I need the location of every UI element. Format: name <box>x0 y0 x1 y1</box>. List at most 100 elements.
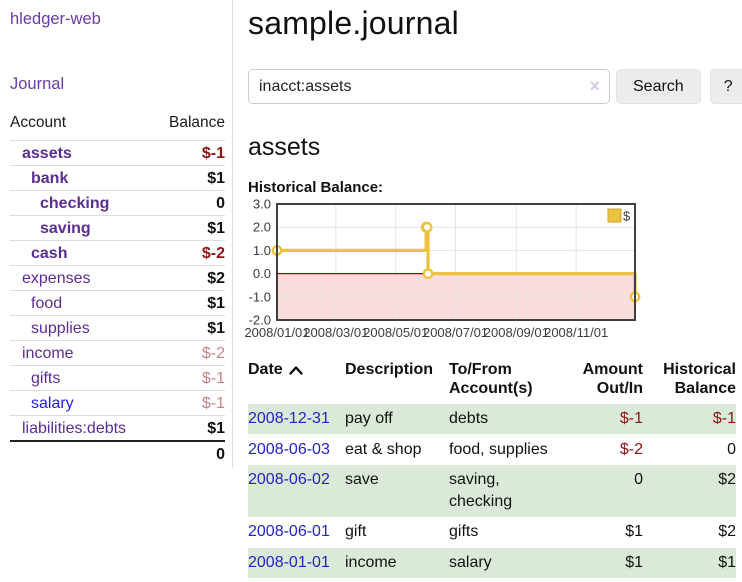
transaction-description: gift <box>345 523 367 541</box>
account-row: checking 0 <box>10 190 225 216</box>
register-table: Date Description To/From Account(s) Amou… <box>248 356 736 579</box>
account-row: income $-2 <box>10 340 225 366</box>
transaction-date-link[interactable]: 2008-01-01 <box>248 554 330 572</box>
transaction-balance: $-1 <box>712 410 736 428</box>
transaction-amount: $-2 <box>619 440 643 458</box>
register-header-accounts[interactable]: To/From Account(s) <box>449 361 533 398</box>
help-button[interactable]: ? <box>709 69 742 105</box>
account-link-assets[interactable]: assets <box>22 144 72 162</box>
sidebar: hledger-web Journal Account Balance asse… <box>0 0 233 468</box>
account-balance: $1 <box>155 290 225 316</box>
accounts-table: Account Balance assets $-1 bank $1 checking 0… <box>10 114 225 466</box>
account-row: cash $-2 <box>10 240 225 266</box>
account-balance: $-1 <box>155 140 225 166</box>
account-link-income[interactable]: income <box>22 344 74 362</box>
search-input[interactable] <box>248 69 610 105</box>
data-point-marker <box>421 221 433 233</box>
transaction-balance: $2 <box>718 471 736 489</box>
account-link-saving[interactable]: saving <box>40 219 91 237</box>
register-header-date[interactable]: Date <box>248 356 345 403</box>
sidebar-item-journal[interactable]: Journal <box>10 75 65 93</box>
transaction-accounts: salary <box>449 554 492 572</box>
account-balance: $-2 <box>155 240 225 266</box>
account-heading: assets <box>248 133 321 162</box>
transaction-accounts: food, supplies <box>449 440 548 458</box>
transaction-date-link[interactable]: 2008-06-03 <box>248 440 330 458</box>
account-row: liabilities:debts $1 <box>10 415 225 441</box>
search-form: × Search ? <box>248 69 742 105</box>
account-balance: $2 <box>155 265 225 291</box>
account-balance: $-1 <box>155 365 225 391</box>
transaction-row[interactable]: 2008-06-02 save saving, checking 0 $2 <box>248 464 736 517</box>
transaction-row[interactable]: 2008-01-01 income salary $1 $1 <box>248 547 736 579</box>
transaction-balance: $2 <box>718 523 736 541</box>
transaction-accounts: gifts <box>449 523 479 541</box>
search-button[interactable]: Search <box>616 69 701 105</box>
historical-balance-chart: $3.0 2.0 1.0 0.0 -1.0 -2.02008/01/012008/03/0… <box>244 197 641 340</box>
account-link-bank[interactable]: bank <box>31 169 69 187</box>
transaction-row[interactable]: 2008-06-03 eat & shop food, supplies $-2 0 <box>248 434 736 465</box>
transaction-description: income <box>345 554 397 572</box>
transaction-balance: 0 <box>727 440 736 458</box>
account-balance: $-2 <box>155 340 225 366</box>
register-header-balance[interactable]: Historical Balance <box>663 361 736 398</box>
clear-search-icon[interactable]: × <box>589 76 600 97</box>
y-tick-label: 3.0 <box>253 197 271 212</box>
y-tick-label: -1.0 <box>249 289 271 304</box>
transaction-date-link[interactable]: 2008-12-31 <box>248 410 330 428</box>
account-link-food[interactable]: food <box>31 294 63 312</box>
account-row: salary $-1 <box>10 390 225 416</box>
transaction-description: eat & shop <box>345 440 422 458</box>
account-balance: $1 <box>155 415 225 441</box>
account-row: assets $-1 <box>10 140 225 166</box>
accounts-total-balance: 0 <box>155 440 225 466</box>
account-balance: 0 <box>155 190 225 216</box>
transaction-amount: 0 <box>634 471 643 489</box>
transaction-description: pay off <box>345 410 393 428</box>
x-tick-label: 2008/03/01 <box>303 325 368 340</box>
register-header-description[interactable]: Description <box>345 361 434 379</box>
account-row: gifts $-1 <box>10 365 225 391</box>
account-link-supplies[interactable]: supplies <box>31 319 90 337</box>
y-tick-label: 0.0 <box>253 266 271 281</box>
accounts-total-row: 0 <box>10 440 225 466</box>
account-balance: $1 <box>155 165 225 191</box>
accounts-header-account: Account <box>10 114 67 131</box>
chart-heading: Historical Balance: <box>248 179 384 197</box>
account-link-gifts[interactable]: gifts <box>31 369 61 387</box>
page-title: sample.journal <box>248 5 459 41</box>
account-row: saving $1 <box>10 215 225 241</box>
transaction-accounts: debts <box>449 410 489 428</box>
account-link-salary[interactable]: salary <box>31 394 74 412</box>
transaction-accounts: saving, checking <box>449 471 513 510</box>
data-point-marker <box>422 268 434 280</box>
transaction-row[interactable]: 2008-12-31 pay off debts $-1 $-1 <box>248 403 736 435</box>
transaction-amount: $1 <box>625 523 643 541</box>
plot-border <box>276 203 636 322</box>
legend-label: $ <box>623 209 631 224</box>
account-link-liabilities-debts[interactable]: liabilities:debts <box>22 419 127 437</box>
legend-swatch <box>607 208 622 223</box>
app-brand-link[interactable]: hledger-web <box>10 10 101 28</box>
register-header-row: Date Description To/From Account(s) Amou… <box>248 356 736 403</box>
y-tick-label: -2.0 <box>249 313 271 328</box>
x-tick-label: 2008/05/01 <box>363 325 428 340</box>
account-row: supplies $1 <box>10 315 225 341</box>
search-box: × <box>248 69 610 105</box>
transaction-date-link[interactable]: 2008-06-02 <box>248 471 330 489</box>
transaction-amount: $-1 <box>619 410 643 428</box>
account-row: food $1 <box>10 290 225 316</box>
account-row: bank $1 <box>10 165 225 191</box>
transaction-date-link[interactable]: 2008-06-01 <box>248 523 330 541</box>
register-header-amount[interactable]: Amount Out/In <box>582 361 643 398</box>
account-link-cash[interactable]: cash <box>31 244 68 262</box>
x-tick-label: 2008/07/01 <box>423 325 488 340</box>
transaction-description: save <box>345 471 379 489</box>
accounts-header-balance: Balance <box>168 114 225 131</box>
transaction-row[interactable]: 2008-06-01 gift gifts $1 $2 <box>248 517 736 548</box>
transaction-amount: $1 <box>625 554 643 572</box>
account-link-checking[interactable]: checking <box>40 194 110 212</box>
account-link-expenses[interactable]: expenses <box>22 269 91 287</box>
y-tick-label: 2.0 <box>253 220 271 235</box>
account-balance: $-1 <box>155 390 225 416</box>
